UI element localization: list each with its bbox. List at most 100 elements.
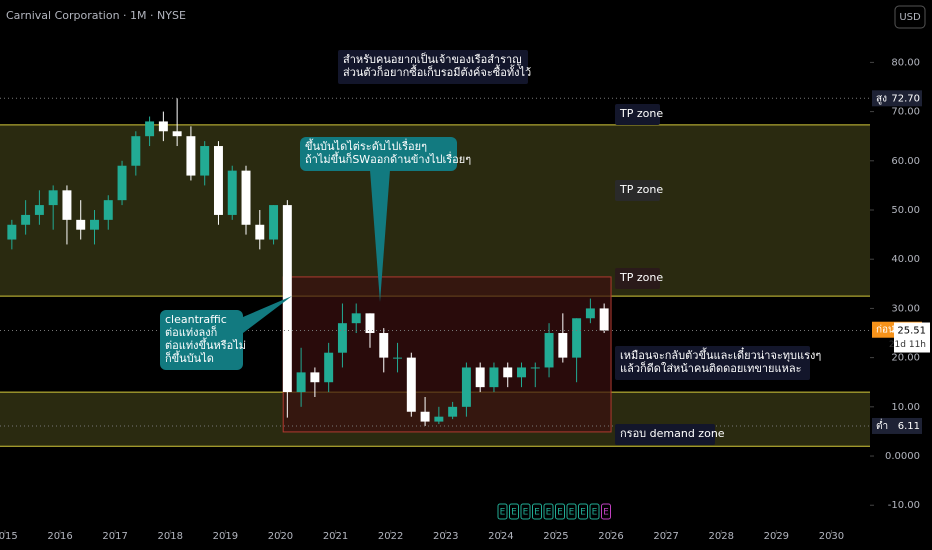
annotation: TP zone: [615, 104, 663, 125]
candle-body: [365, 313, 375, 334]
annotation-text: TP zone: [619, 107, 663, 120]
event-label: E: [523, 508, 529, 518]
event-label: E: [534, 508, 540, 518]
x-tick-label: 2029: [764, 531, 789, 542]
annotation-text: แล้วก็ดีดใส่หน้าคนติดดอยเทขายแหละ: [620, 361, 802, 375]
event-label: E: [557, 508, 563, 518]
candle-body: [448, 406, 458, 417]
candle-body: [255, 224, 265, 240]
candle-body: [461, 367, 471, 407]
annotation-box: [160, 310, 243, 370]
x-tick-label: 2016: [47, 531, 72, 542]
candle-body: [475, 367, 485, 388]
candle-body: [324, 352, 334, 383]
candle-body: [172, 131, 182, 137]
annotation-text: TP zone: [619, 271, 663, 284]
annotation-box: [338, 50, 528, 84]
y-tick-label: 30.00: [891, 303, 920, 314]
candle-body: [90, 219, 99, 230]
price-tag-name: ก่อน: [876, 325, 895, 336]
candle-body: [544, 333, 554, 368]
annotation: กรอบ demand zone: [615, 424, 725, 445]
candle-body: [296, 372, 306, 393]
candle-body: [241, 170, 251, 225]
event-icon: [520, 503, 531, 520]
last-price: 25.51: [897, 326, 926, 337]
x-tick-label: 2022: [378, 531, 403, 542]
x-tick-label: 2018: [158, 531, 183, 542]
event-icon: [555, 503, 565, 520]
x-tick-label: 2026: [598, 531, 623, 542]
event-label: E: [546, 508, 552, 518]
candle-body: [530, 367, 540, 369]
annotation-text: TP zone: [619, 183, 663, 196]
annotation-box: [615, 180, 660, 201]
annotation-text: cleantraffic: [165, 313, 227, 326]
x-tick-label: 2020: [268, 531, 293, 542]
annotation: cleantrafficต่อแท่งลงก็ต่อแท่งขึ้นหรือไม…: [160, 296, 292, 370]
candle-body: [585, 308, 595, 319]
annotation: เหมือนจะกลับตัวขึ้นและเดี๋ยวน่าจะทุบแรงๆ…: [615, 346, 821, 380]
event-icon: [601, 503, 611, 520]
candle-body: [21, 214, 31, 225]
candle-body: [269, 205, 279, 240]
event-label: E: [569, 508, 575, 518]
candle-body: [213, 146, 223, 215]
annotation-text: ส่วนตัวก็อยากซื้อเก็บรอมีตังค์จะซื้อทั้ง…: [343, 64, 531, 79]
event-label: E: [500, 508, 506, 518]
candle-body: [489, 367, 499, 388]
candle-body: [117, 165, 127, 201]
annotation: TP zone: [615, 268, 663, 289]
event-icon: [566, 503, 577, 520]
event-label: E: [580, 508, 586, 518]
y-tick-label: 60.00: [891, 156, 920, 167]
annotation: TP zone: [615, 180, 663, 201]
currency-button[interactable]: [894, 5, 926, 29]
annotation: สำหรับคนอยากเป็นเจ้าของเรือสำราญส่วนตัวก…: [338, 50, 531, 84]
event-icon: [532, 503, 542, 520]
candle-body: [200, 146, 210, 176]
candle-body: [337, 323, 347, 353]
event-icon: [578, 503, 588, 520]
candle-body: [393, 357, 403, 359]
candle-body: [406, 357, 416, 412]
annotation-box: [615, 268, 660, 289]
x-tick-label: 2030: [819, 531, 844, 542]
x-tick-label: 2023: [433, 531, 458, 542]
candle-body: [145, 121, 155, 137]
x-tick-label: 2024: [488, 531, 513, 542]
candle-body: [103, 200, 113, 220]
range-box: [282, 276, 612, 433]
countdown: 21d 11h: [889, 340, 926, 350]
x-tick-label: 2019: [213, 531, 238, 542]
last-price-tag: [894, 322, 930, 353]
currency-label: USD: [899, 12, 921, 23]
candle-body: [76, 219, 86, 230]
candle-body: [351, 313, 361, 324]
y-tick-label: 50.00: [891, 205, 920, 216]
y-tick-label: 0.0000: [885, 451, 920, 462]
y-tick-label: -10.00: [888, 500, 920, 511]
y-tick-label: 80.00: [891, 57, 920, 68]
event-icon: [497, 503, 508, 520]
price-tag-name: สูง: [876, 93, 887, 104]
candle-body: [379, 333, 389, 358]
annotation-box: [615, 424, 715, 445]
price-tag-value: 72.70: [891, 93, 920, 104]
price-tag: [872, 417, 922, 434]
callout-pointer: [243, 296, 292, 333]
event-icon: [543, 503, 554, 520]
candle-body: [34, 205, 44, 215]
x-tick-label: 2027: [653, 531, 678, 542]
annotation-box: [615, 104, 660, 125]
annotation-text: ต่อแท่งขึ้นหรือไม่: [165, 337, 246, 352]
candle-body: [558, 333, 568, 358]
candle-body: [517, 367, 526, 378]
event-label: E: [603, 508, 609, 518]
y-tick-label: 70.00: [891, 107, 920, 118]
x-tick-label: 2017: [102, 531, 127, 542]
candle-body: [572, 318, 582, 358]
candle-body: [227, 170, 237, 215]
annotation-box: [300, 137, 457, 171]
